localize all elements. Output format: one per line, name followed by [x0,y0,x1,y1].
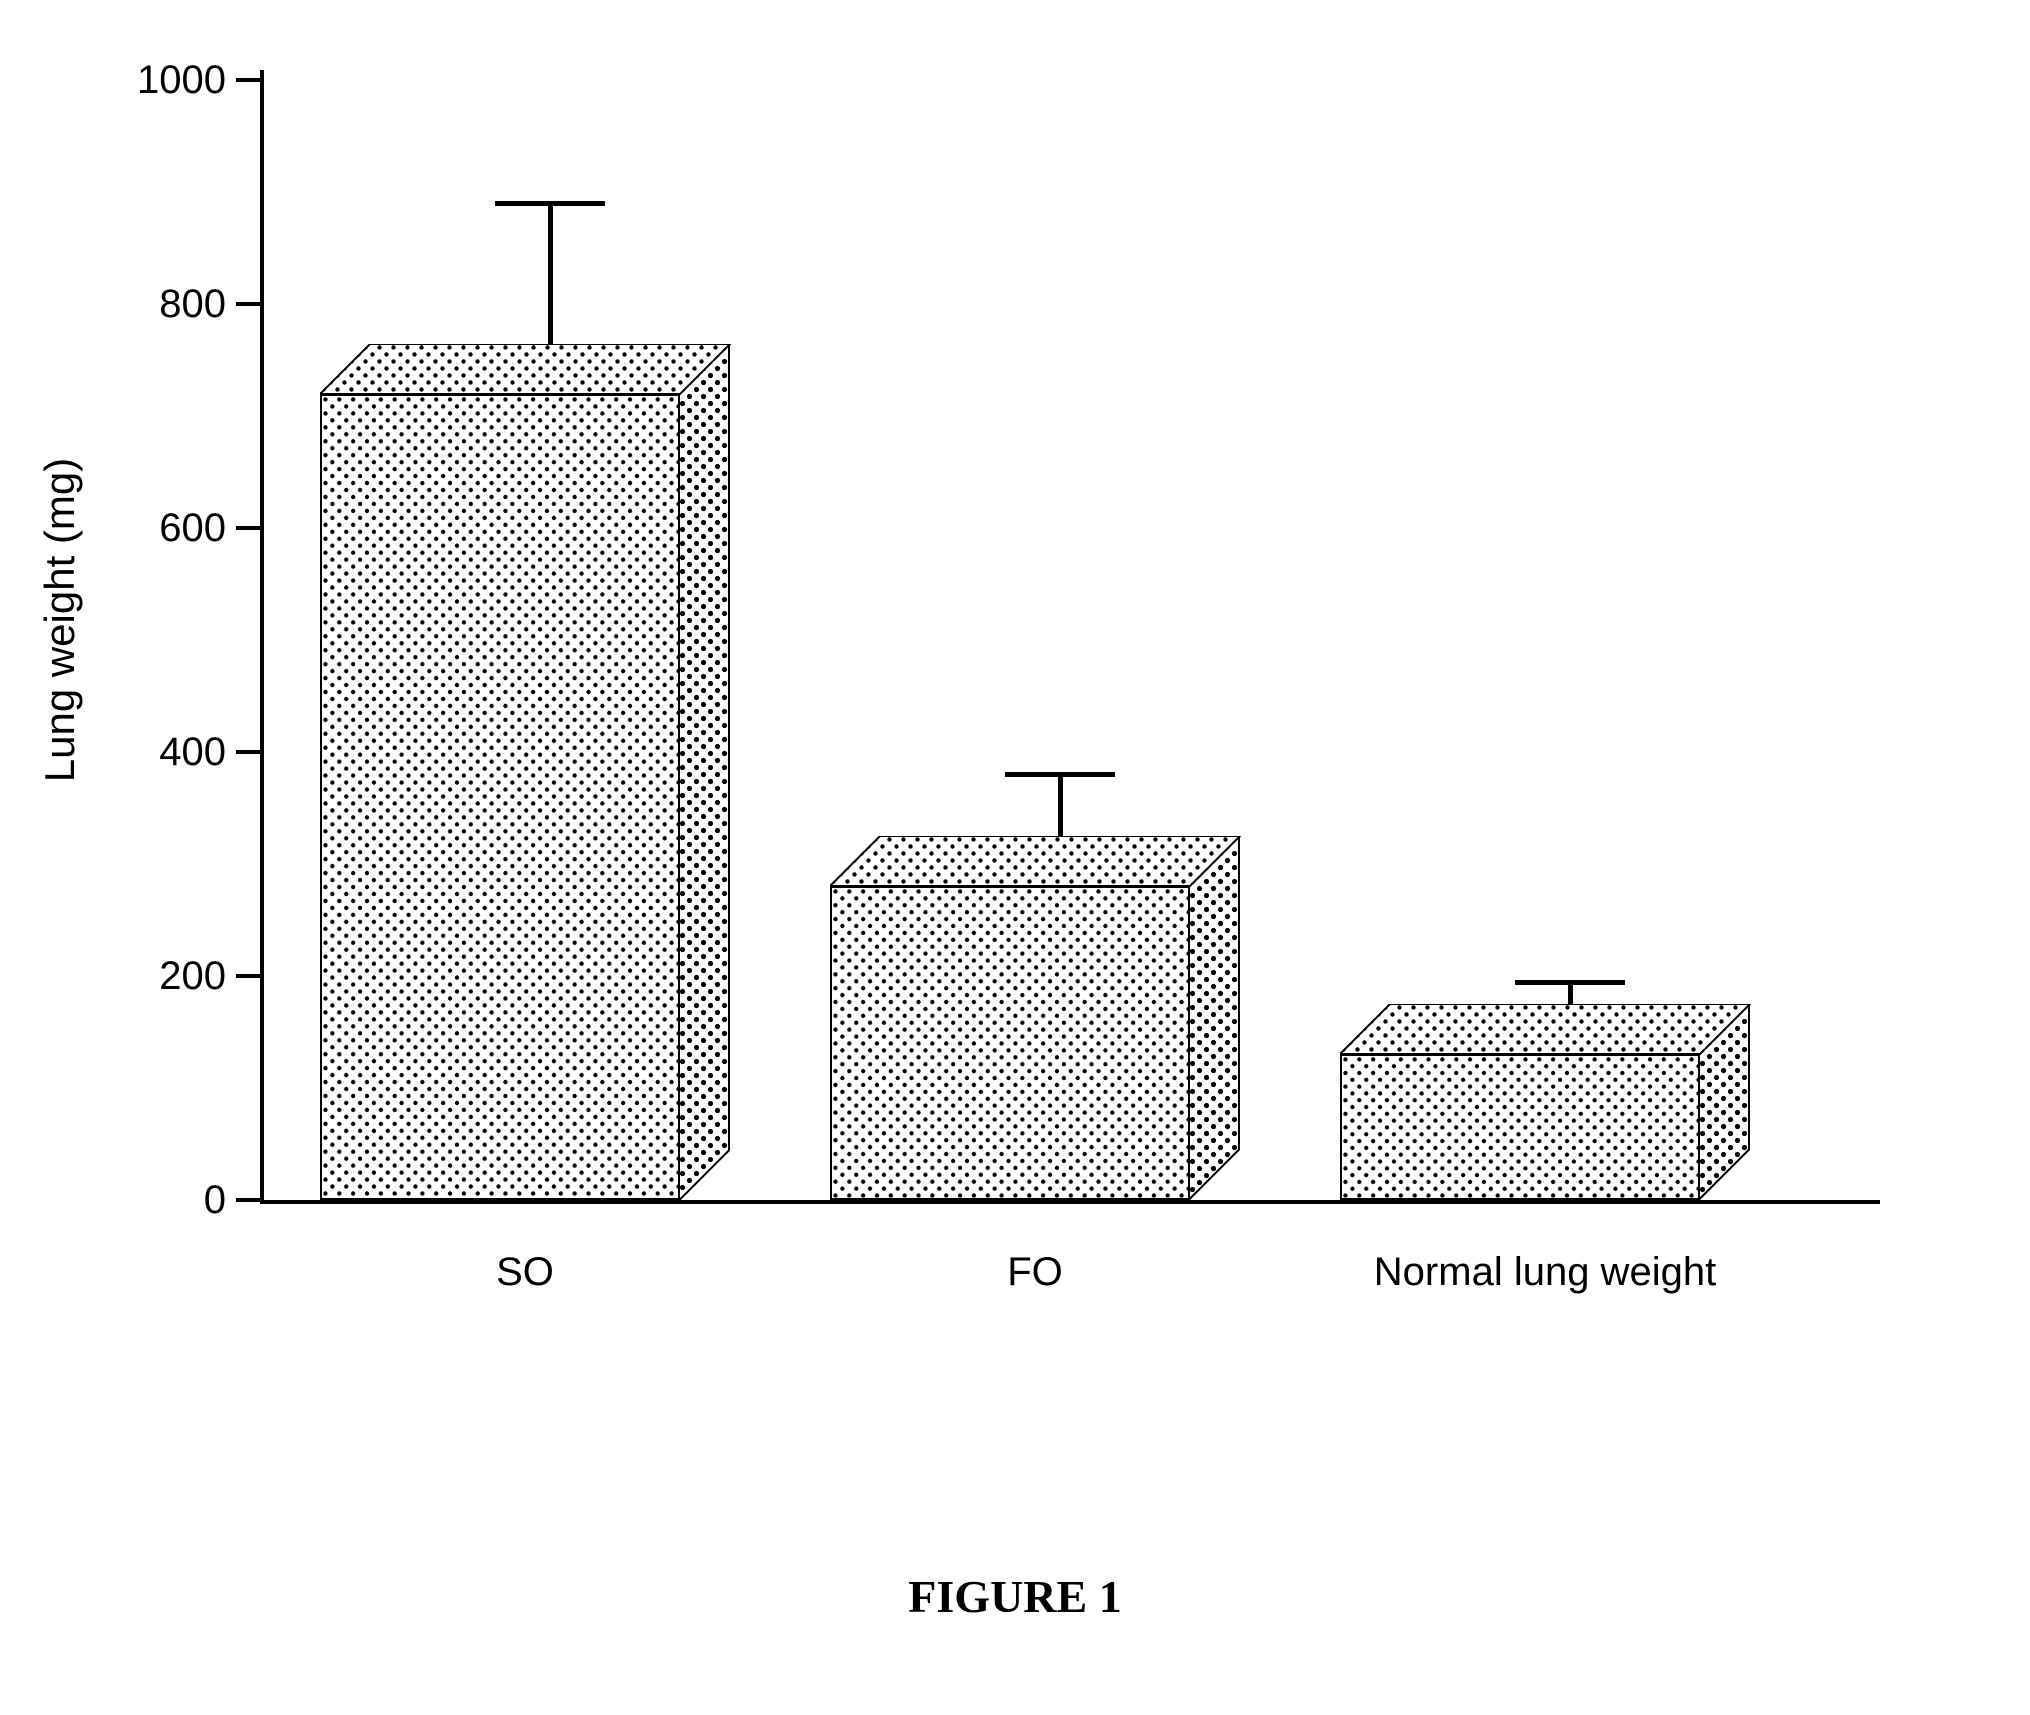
bar-top-face [830,836,1242,888]
error-bar-stem [548,204,553,344]
y-tick-label: 600 [106,506,226,551]
error-bar-stem [1568,982,1573,1004]
y-tick-label: 1000 [106,58,226,103]
bar-front-face [1340,1054,1700,1200]
y-tick [236,302,260,306]
bar-front-face [320,394,680,1200]
y-tick [236,526,260,530]
figure-caption: FIGURE 1 [0,1570,2030,1623]
y-tick [236,974,260,978]
y-tick-label: 200 [106,954,226,999]
error-bar-stem [1058,775,1063,837]
bar-side-face [1189,836,1241,1200]
error-bar-cap [495,201,605,206]
bar-top-face [320,344,732,396]
error-bar-cap [1005,772,1115,777]
error-bar-cap [1515,980,1625,985]
y-axis-label: Lung weight (mg) [36,420,84,820]
y-tick-label: 0 [106,1178,226,1223]
x-tick-label: SO [275,1250,775,1295]
page: 0 200 400 600 800 1000 Lung weight (mg) SOFONor… [0,0,2030,1715]
x-axis [260,1200,1880,1204]
bar-front-face [830,886,1190,1200]
y-tick-label: 400 [106,730,226,775]
x-tick-label: FO [785,1250,1285,1295]
bar-side-face [679,344,731,1200]
y-tick [236,1198,260,1202]
y-tick-label: 800 [106,282,226,327]
chart-area: 0 200 400 600 800 1000 Lung weight (mg) SOFONor… [0,0,2030,1715]
y-tick [236,78,260,82]
x-tick-label: Normal lung weight [1295,1250,1795,1295]
y-tick [236,750,260,754]
y-axis [260,70,264,1200]
bar-top-face [1340,1004,1752,1056]
